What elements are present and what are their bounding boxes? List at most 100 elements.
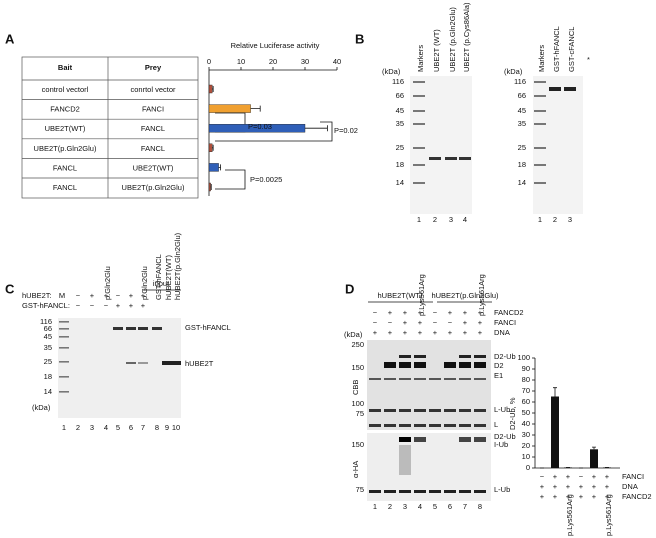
marker-label: 150 [351, 363, 364, 372]
band [414, 378, 426, 380]
band [444, 490, 456, 493]
x-tick-label: 10 [237, 57, 245, 66]
band [384, 378, 396, 380]
row-mark: + [605, 472, 610, 481]
y-tick-label: 80 [522, 375, 530, 384]
band [413, 164, 425, 166]
band [429, 378, 441, 380]
marker-label: 45 [44, 332, 52, 341]
marker-label: 25 [518, 143, 526, 152]
band [459, 362, 471, 368]
table-cell: UBE2T(WT) [45, 124, 86, 133]
band [459, 437, 471, 442]
band [564, 87, 576, 91]
x-tick-label: 20 [269, 57, 277, 66]
table-cell: FANCI [142, 105, 164, 114]
band [414, 355, 426, 358]
band-label: D2-Ub [494, 352, 516, 361]
row-mark: − [116, 291, 121, 300]
band [59, 361, 69, 363]
lane-number: 3 [568, 215, 572, 224]
band-label: D2-Ub [494, 432, 516, 441]
row-mark: + [478, 328, 483, 337]
lane-number: 8 [478, 502, 482, 511]
row-mark: + [478, 308, 483, 317]
row-label: hUBE2T: [22, 291, 52, 300]
row-mark: + [566, 492, 571, 501]
marker-label: 150 [351, 440, 364, 449]
band [474, 378, 486, 380]
error-bar [305, 125, 328, 132]
lane-number: 1 [417, 215, 421, 224]
band [549, 87, 561, 91]
band [384, 362, 396, 368]
row-mark: + [463, 308, 468, 317]
marker-label: 116 [392, 77, 404, 86]
lane-number: 4 [418, 502, 422, 511]
lane-number: 3 [449, 215, 453, 224]
band [445, 157, 457, 160]
lane-header: UBE2T (WT) [432, 29, 441, 72]
band [399, 437, 411, 442]
lane-number: 1 [373, 502, 377, 511]
band [384, 424, 396, 427]
row-mark: + [448, 328, 453, 337]
lane-number: 2 [388, 502, 392, 511]
band [534, 147, 546, 149]
band [399, 409, 411, 412]
lane-number: 1 [62, 423, 66, 432]
table-cell: FANCL [53, 183, 77, 192]
bar [208, 84, 213, 94]
band [59, 391, 69, 393]
y-tick-label: 70 [522, 386, 530, 395]
row-mark: − [448, 318, 453, 327]
marker-label: 45 [396, 106, 404, 115]
row-label: GST-hFANCL: [22, 301, 70, 310]
band [474, 355, 486, 358]
lane-header: Markers [537, 45, 546, 72]
row-mark: + [579, 492, 584, 501]
band [152, 327, 162, 330]
band [429, 424, 441, 427]
row-mark: + [592, 492, 597, 501]
bar [208, 143, 213, 153]
band [429, 490, 441, 493]
y-tick-label: 100 [517, 353, 530, 362]
marker-label: 116 [40, 317, 52, 326]
band [171, 361, 181, 365]
error-bar [592, 446, 596, 450]
y-axis-label: D2-Ub, % [508, 397, 517, 430]
row-mark: − [373, 318, 378, 327]
lane-header: UBE2T (p.Gln2Glu) [448, 7, 457, 72]
marker-label: 45 [518, 106, 526, 115]
marker-label: 18 [396, 160, 404, 169]
band-label: I-Ub [494, 440, 508, 449]
panel-letter: C [5, 281, 15, 296]
band [459, 490, 471, 493]
band-label: E1 [494, 371, 503, 380]
group-label: hUBE2T(WT) [378, 291, 424, 300]
band [113, 327, 123, 330]
error-bar [553, 387, 557, 397]
y-tick-label: 30 [522, 430, 530, 439]
table-cell: FANCL [141, 124, 165, 133]
row-mark: + [592, 472, 597, 481]
band [414, 362, 426, 368]
lane-number: 6 [448, 502, 452, 511]
row-label: DNA [622, 482, 638, 491]
bar [551, 396, 559, 468]
table-cell: UBE2T(WT) [133, 163, 174, 172]
lane-header: GST-hFANCL [552, 26, 561, 72]
marker-label: 14 [396, 178, 404, 187]
band [534, 95, 546, 97]
error-bar [250, 105, 261, 112]
unit-label: (kDa) [382, 67, 401, 76]
row-mark: + [418, 308, 423, 317]
band [474, 409, 486, 412]
row-mark: − [373, 308, 378, 317]
band [534, 164, 546, 166]
lane-number: 2 [76, 423, 80, 432]
band [459, 378, 471, 380]
row-mark: + [463, 318, 468, 327]
table-cell: UBE2T(p.Gln2Glu) [34, 144, 97, 153]
